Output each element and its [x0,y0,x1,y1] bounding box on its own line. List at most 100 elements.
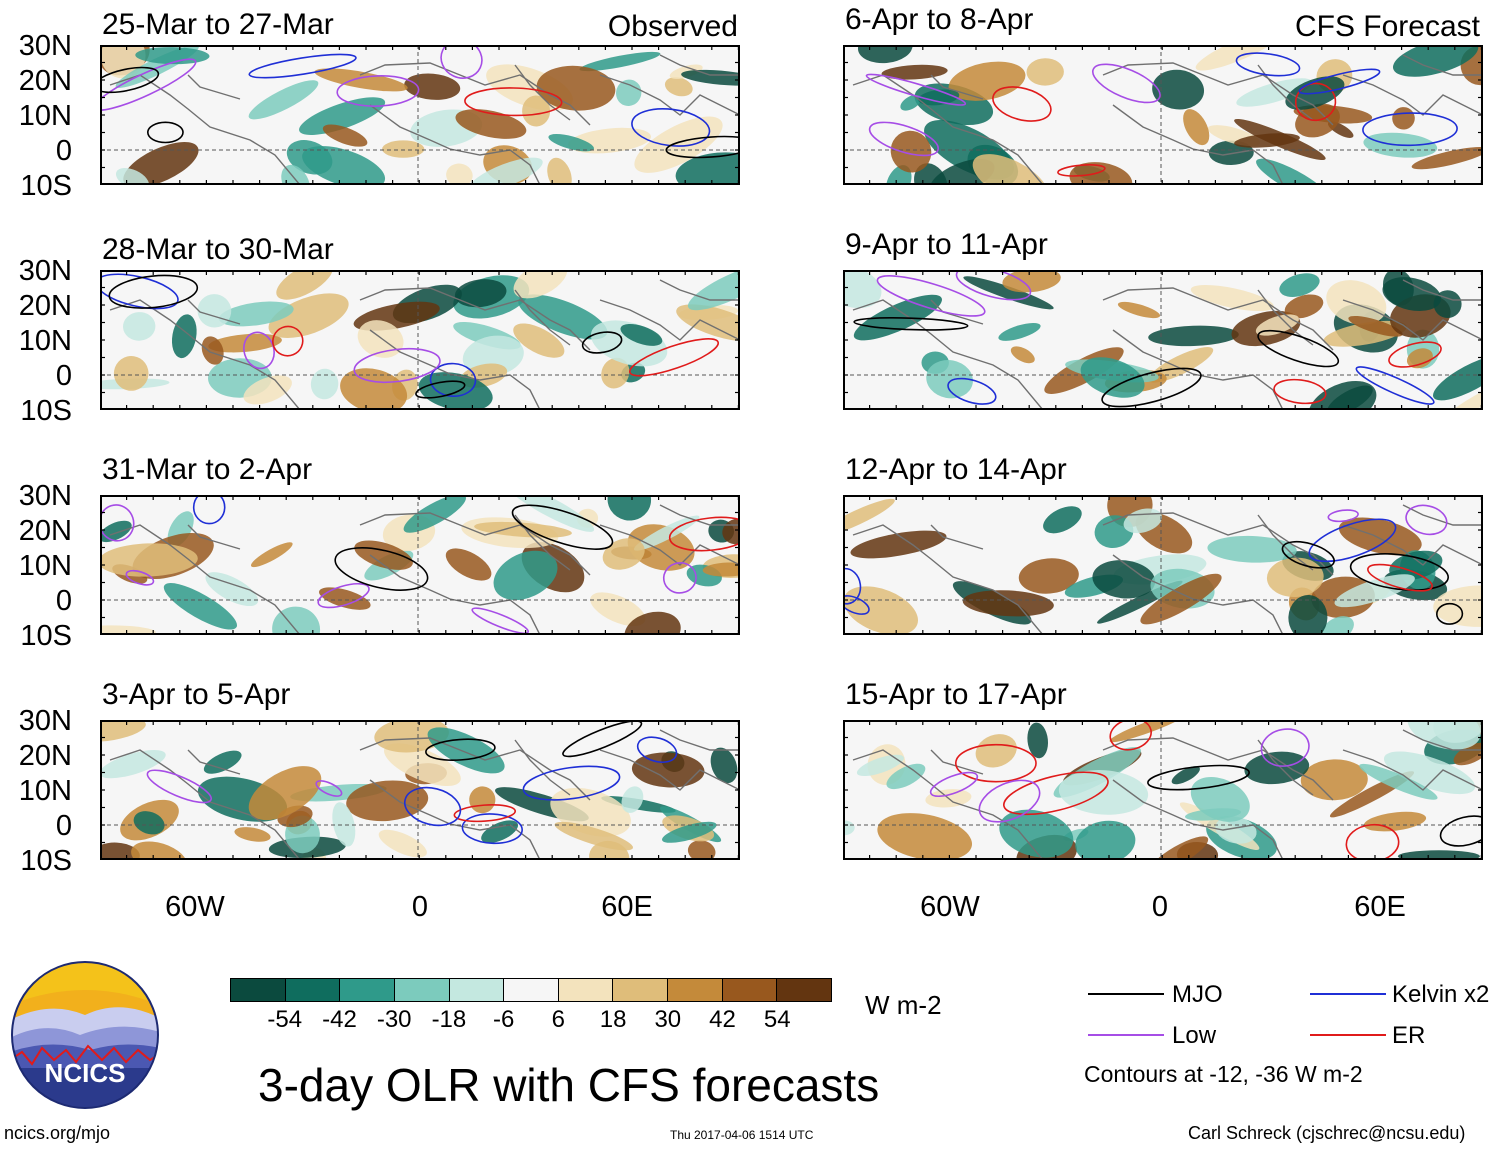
olr-anomaly-blob [243,375,292,405]
olr-anomaly-blob [843,498,895,537]
olr-anomaly-blob [621,786,644,813]
coastline [1112,104,1284,185]
wave-contour [272,325,304,357]
axis-ticks [843,720,1483,860]
coastlines [852,729,1483,860]
olr-anomaly-blob [1256,158,1329,185]
olr-anomaly-blob [218,301,294,327]
wave-contour [315,780,343,797]
coastline [1402,504,1483,526]
colorbar-swatch [776,979,832,1001]
wave-contours [100,45,740,159]
wave-contour [668,516,740,552]
map-panel-7 [843,495,1483,635]
wave-contour [471,607,529,635]
coastline [1102,512,1334,576]
wave-contour [1362,112,1458,147]
coastline [1102,737,1334,801]
footer-timestamp: Thu 2017-04-06 1514 UTC [670,1128,814,1142]
olr-anomaly-blob [1433,290,1462,319]
panel-title-5: 6-Apr to 8-Apr [845,3,1034,36]
legend-line-mjo [1088,993,1164,995]
olr-anomaly-blob [1382,277,1442,312]
wave-contour [853,317,969,331]
observed-label: Observed [607,10,738,43]
olr-anomaly-blob [332,802,356,847]
olr-anomaly-blob [1215,816,1257,844]
colorbar-tick-label: 30 [654,1006,682,1033]
olr-anomaly-blob [1092,560,1156,599]
olr-anomaly-blob [1002,270,1061,293]
coastline [369,329,541,410]
olr-anomaly-blob [681,69,740,86]
coastline [1342,524,1483,566]
olr-anomaly-blob [579,51,661,72]
coastline [359,287,591,351]
olr-anomaly-blob [710,747,738,784]
map-panel-5 [843,45,1483,185]
legend-line-low [1088,1034,1164,1036]
coastline [1402,729,1483,751]
olr-anomaly-blob [1244,751,1310,785]
lon-label-60e: 60E [601,891,653,923]
olr-anomaly-blob [1148,347,1214,383]
footer-url[interactable]: ncics.org/mjo [4,1123,111,1143]
coastline [659,279,740,301]
olr-anomaly-blob [250,542,293,568]
coastline [109,74,301,185]
wave-contour [662,562,697,594]
olr-anomaly-blob [1433,355,1483,401]
panel-title-1: 25-Mar to 27-Mar [102,8,334,41]
wave-contour [425,738,496,761]
wave-contour [1257,329,1340,368]
colorbar-swatch [448,979,504,1001]
wave-contour [464,87,563,117]
wave-contour [1388,341,1442,368]
wave-contour [1349,553,1449,591]
olr-anomaly-blob [455,109,527,139]
wave-contour [1273,378,1327,405]
lat-label-30n: 30N [18,30,72,62]
olr-anomaly-blob [299,97,386,135]
panel-title-3: 31-Mar to 2-Apr [102,453,313,486]
wave-contour [511,504,614,550]
olr-anomaly-blob [1288,595,1328,635]
wave-contour [1298,68,1381,95]
olr-anomaly-blob [972,154,1048,185]
legend-label-mjo: MJO [1172,981,1223,1008]
colorbar-tick-label: -6 [492,1006,515,1033]
wave-contours [100,273,720,399]
map-panel-1 [100,45,740,185]
wave-contour [336,75,420,107]
coastline [1112,779,1284,860]
wave-contours [843,504,1464,625]
olr-anomaly-blob [1069,162,1133,185]
wave-contour [192,495,226,525]
wave-contour [440,45,483,79]
olr-anomaly-blob [886,763,926,790]
lat-label-10s: 10S [20,170,72,202]
olr-anomaly-blob [201,336,224,365]
panel-title-7: 12-Apr to 14-Apr [845,453,1067,486]
lat-label-30n: 30N [18,705,72,737]
coastline [1102,287,1334,351]
olr-anomaly-blob [340,368,408,410]
colorbar-swatch [503,979,558,1001]
coastline [359,62,591,126]
olr-anomaly-blob [1183,109,1210,146]
legend-label-low: Low [1172,1022,1217,1049]
olr-anomaly-blob [1334,574,1415,608]
olr-anomaly-blob [493,550,558,601]
coastlines [109,54,740,185]
colorbar-swatch [284,979,340,1001]
olr-anomaly-blob [248,80,319,120]
wave-contour [1308,518,1397,563]
olr-anomaly-blob [163,583,238,630]
olr-anomaly-blob [890,130,932,173]
olr-anomaly-blob [171,314,197,359]
olr-anomaly-blob [100,842,140,860]
wave-contour [562,720,643,758]
coastline [852,299,1044,410]
axis-ticks [843,270,1483,410]
olr-anomaly-blob [513,323,565,358]
